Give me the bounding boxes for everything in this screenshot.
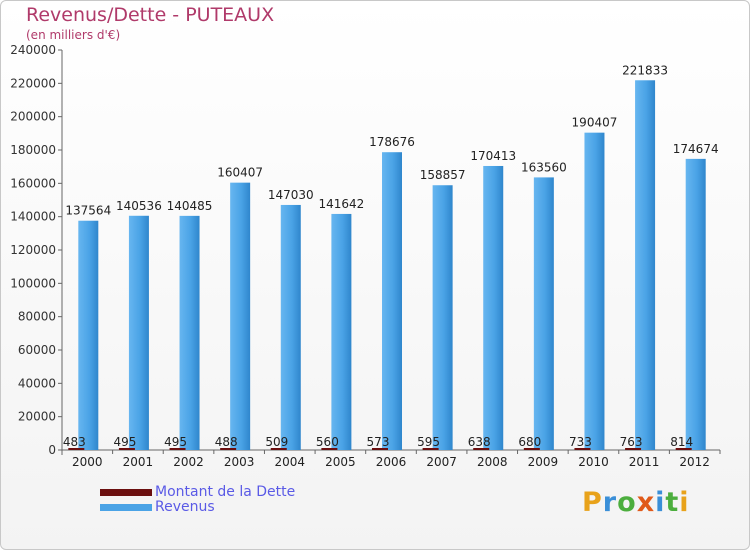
data-label-revenus: 163560 (521, 160, 567, 174)
x-tick-label: 2001 (123, 455, 154, 469)
x-tick-label: 2003 (224, 455, 255, 469)
data-label-dette: 560 (316, 435, 339, 449)
bar-dette (473, 448, 490, 450)
data-label-dette: 495 (113, 435, 136, 449)
bar-revenus (230, 182, 251, 450)
bar-dette (169, 448, 186, 450)
data-label-revenus: 140536 (116, 199, 162, 213)
x-tick-label: 2009 (528, 455, 559, 469)
logo-letter: i (655, 487, 666, 518)
legend-label-dette: Montant de la Dette (155, 484, 296, 500)
bar-revenus (128, 215, 149, 450)
y-tick-label: 160000 (10, 176, 56, 190)
x-tick-label: 2011 (629, 455, 660, 469)
chart-subtitle: (en milliers d'€) (26, 28, 121, 42)
legend-label-revenus: Revenus (155, 499, 215, 515)
data-label-revenus: 141642 (318, 197, 364, 211)
bar-revenus (584, 132, 605, 450)
data-label-revenus: 174674 (673, 142, 719, 156)
data-label-dette: 495 (164, 435, 187, 449)
y-tick-label: 60000 (18, 343, 56, 357)
x-tick-label: 2010 (578, 455, 609, 469)
data-label-revenus: 190407 (572, 116, 618, 130)
bar-dette (270, 448, 287, 450)
proxiti-logo: Proxiti (582, 487, 690, 518)
x-tick-label: 2000 (72, 455, 103, 469)
bar-revenus (280, 204, 301, 450)
bar-revenus (635, 80, 656, 451)
data-label-revenus: 178676 (369, 135, 415, 149)
x-tick-label: 2005 (325, 455, 356, 469)
y-tick-label: 180000 (10, 143, 56, 157)
data-label-revenus: 221833 (622, 63, 668, 77)
y-tick-label: 140000 (10, 210, 56, 224)
data-label-revenus: 147030 (268, 188, 314, 202)
data-label-dette: 509 (265, 435, 288, 449)
bar-dette (574, 448, 591, 450)
bar-dette (118, 448, 135, 450)
data-label-dette: 483 (63, 435, 86, 449)
legend-swatch-dette (100, 489, 152, 496)
y-tick-label: 100000 (10, 276, 56, 290)
x-tick-label: 2007 (426, 455, 457, 469)
y-tick-label: 20000 (18, 410, 56, 424)
y-tick-label: 80000 (18, 310, 56, 324)
data-label-revenus: 170413 (470, 149, 516, 163)
y-tick-label: 0 (48, 443, 56, 457)
bar-revenus (533, 177, 554, 450)
y-tick-label: 40000 (18, 376, 56, 390)
data-label-revenus: 140485 (167, 199, 213, 213)
data-label-dette: 638 (468, 435, 491, 449)
y-tick-label: 220000 (10, 76, 56, 90)
data-label-revenus: 137564 (65, 204, 111, 218)
y-tick-label: 120000 (10, 243, 56, 257)
bar-dette (523, 448, 540, 450)
bar-revenus (432, 185, 453, 450)
legend-swatch-revenus (100, 504, 152, 511)
data-label-revenus: 158857 (420, 168, 466, 182)
x-tick-label: 2008 (477, 455, 508, 469)
logo-letter: o (617, 487, 637, 518)
bar-dette (625, 448, 642, 450)
y-tick-label: 240000 (10, 43, 56, 57)
x-tick-label: 2006 (376, 455, 407, 469)
bar-revenus (78, 220, 99, 450)
logo-letter: t (665, 487, 680, 518)
bar-revenus (382, 152, 402, 450)
bar-dette (321, 448, 338, 450)
chart-title: Revenus/Dette - PUTEAUX (26, 4, 275, 26)
x-tick-label: 2002 (173, 455, 204, 469)
x-tick-label: 2004 (274, 455, 305, 469)
y-tick-label: 200000 (10, 110, 56, 124)
data-label-dette: 488 (215, 435, 238, 449)
data-label-dette: 680 (518, 435, 541, 449)
data-label-dette: 814 (670, 435, 693, 449)
data-label-dette: 733 (569, 435, 592, 449)
bar-revenus (179, 215, 200, 450)
data-label-dette: 573 (367, 435, 390, 449)
logo-letter: r (602, 487, 618, 518)
logo-letter: x (636, 487, 656, 518)
data-label-revenus: 160407 (217, 166, 263, 180)
bar-dette (422, 448, 439, 450)
bar-dette (372, 448, 388, 450)
x-tick-label: 2012 (679, 455, 710, 469)
bar-revenus (685, 158, 706, 451)
bar-dette (675, 448, 692, 450)
data-label-dette: 763 (620, 435, 643, 449)
bar-dette (220, 448, 237, 450)
bar-revenus (331, 213, 352, 450)
bar-revenus (483, 165, 504, 450)
logo-letter: P (582, 487, 603, 518)
logo-letter: i (679, 487, 690, 518)
data-label-dette: 595 (417, 435, 440, 449)
bar-dette (68, 448, 85, 450)
